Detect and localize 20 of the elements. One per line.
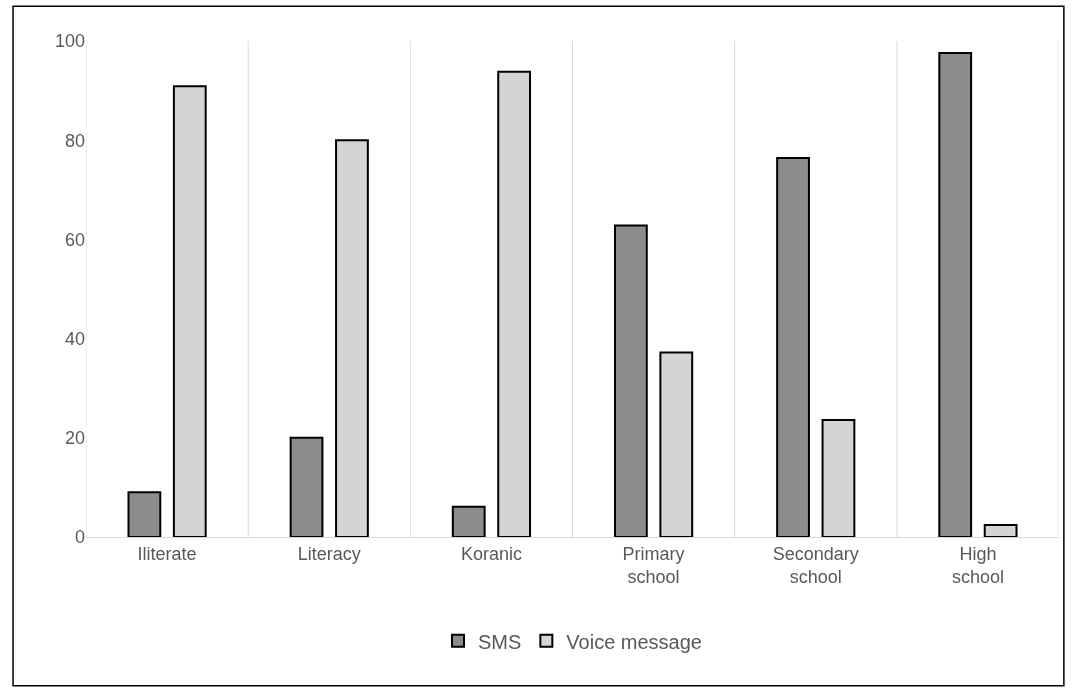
bar <box>938 51 973 537</box>
bar <box>451 505 486 537</box>
x-tick-label: Literacy <box>297 543 361 564</box>
bar <box>289 436 324 537</box>
x-tick-label: Koranic <box>460 543 522 564</box>
x-tick-label: Primary school <box>622 543 685 587</box>
x-tick-label: Iliterate <box>137 543 197 564</box>
legend-label: SMS <box>478 630 522 653</box>
y-tick-label: 100 <box>54 31 85 52</box>
legend-label: Voice message <box>566 630 702 653</box>
y-tick-label: 40 <box>64 328 85 349</box>
bar <box>613 224 648 537</box>
bar <box>127 491 162 537</box>
x-tick-label: Secondary school <box>772 543 859 587</box>
bar <box>776 157 810 537</box>
y-tick-label: 80 <box>64 130 85 151</box>
x-tick-label: High school <box>951 543 1004 587</box>
y-tick-label: 20 <box>64 428 85 449</box>
y-tick-label: 60 <box>64 229 85 250</box>
y-tick-label: 0 <box>74 527 85 548</box>
